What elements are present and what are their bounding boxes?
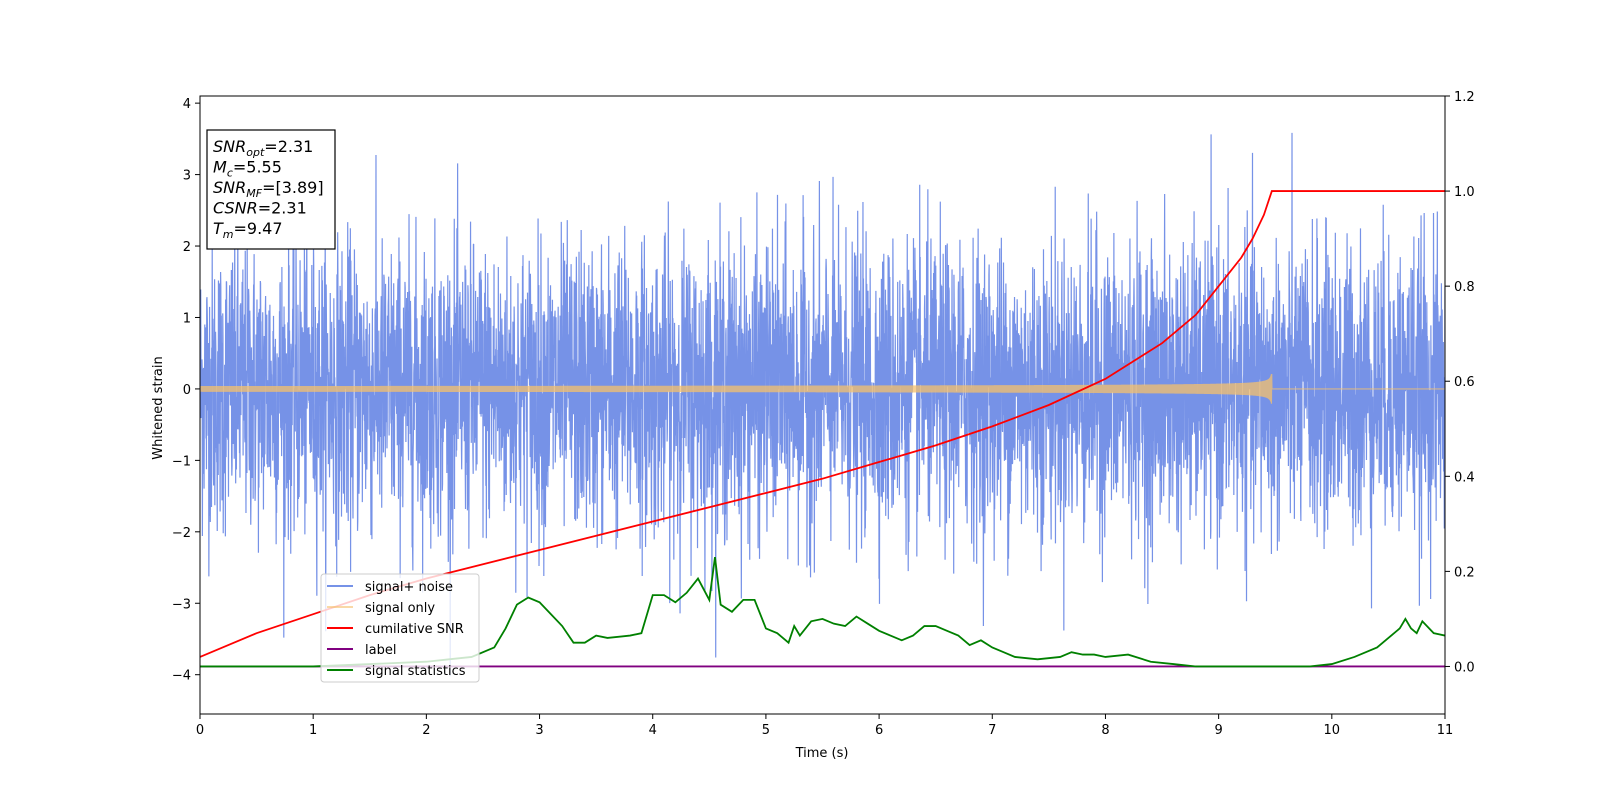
info-box: SNRopt=2.31Mc=5.55SNRMF=[3.89]CSNR=2.31T… bbox=[206, 129, 336, 250]
x-tick-label: 5 bbox=[762, 723, 770, 738]
x-tick-label: 0 bbox=[196, 723, 204, 738]
y-left-tick-label: 1 bbox=[183, 311, 191, 326]
x-tick-label: 9 bbox=[1214, 723, 1222, 738]
info-line: Tm=9.47 bbox=[213, 219, 283, 241]
x-tick-label: 1 bbox=[309, 723, 317, 738]
y-right-tick-label: 1.2 bbox=[1454, 90, 1475, 105]
info-line: SNRMF=[3.89] bbox=[213, 178, 324, 200]
legend-label: signal+ noise bbox=[365, 580, 453, 595]
series-signal-only-line bbox=[200, 374, 1445, 404]
y-left-tick-label: −1 bbox=[172, 454, 191, 469]
info-line: SNRopt=2.31 bbox=[213, 137, 313, 159]
y-left-tick-label: −2 bbox=[172, 526, 191, 541]
y-right-tick-label: 1.0 bbox=[1454, 185, 1475, 200]
x-tick-label: 6 bbox=[875, 723, 883, 738]
y-left-tick-label: −3 bbox=[172, 597, 191, 612]
legend-label: cumilative SNR bbox=[365, 622, 464, 637]
x-tick-label: 3 bbox=[535, 723, 543, 738]
axes: 0 1 2 3 4 5 6 7 8 9 10 11 −4 −3 −2 −1 0 1 2 3 4 0.0 0.2 0.4 0.6 0… bbox=[172, 90, 1475, 738]
legend-frame bbox=[320, 573, 480, 683]
legend-label: label bbox=[365, 643, 396, 658]
x-tick-label: 8 bbox=[1101, 723, 1109, 738]
x-tick-label: 10 bbox=[1324, 723, 1341, 738]
x-tick-label: 7 bbox=[988, 723, 996, 738]
x-tick-label: 11 bbox=[1437, 723, 1454, 738]
y-right-tick-label: 0.4 bbox=[1454, 470, 1475, 485]
legend-label: signal statistics bbox=[365, 664, 466, 679]
y-left-tick-label: 2 bbox=[183, 240, 191, 255]
info-box-frame bbox=[206, 129, 336, 250]
y-left-tick-label: 3 bbox=[183, 169, 191, 184]
legend-label: signal only bbox=[365, 601, 435, 616]
y-axis-label: Whitened strain bbox=[151, 356, 166, 459]
x-tick-label: 2 bbox=[422, 723, 430, 738]
y-right-tick-label: 0.0 bbox=[1454, 660, 1475, 675]
y-right-tick-label: 0.2 bbox=[1454, 565, 1475, 580]
legend: signal+ noise signal only cumilative SNR la… bbox=[320, 573, 480, 683]
plot-frame bbox=[199, 95, 1446, 715]
y-left-tick-label: 0 bbox=[183, 383, 191, 398]
info-line: CSNR=2.31 bbox=[213, 199, 307, 218]
x-axis-label: Time (s) bbox=[795, 746, 849, 761]
y-left-tick-label: −4 bbox=[172, 669, 191, 684]
series-signal-statistics-line bbox=[200, 557, 1445, 668]
info-line: Mc=5.55 bbox=[213, 158, 282, 180]
y-right-tick-label: 0.8 bbox=[1454, 280, 1475, 295]
y-left-tick-label: 4 bbox=[183, 97, 191, 112]
x-tick-label: 4 bbox=[649, 723, 657, 738]
series-signal-noise-line bbox=[200, 132, 1445, 677]
y-right-tick-label: 0.6 bbox=[1454, 375, 1475, 390]
